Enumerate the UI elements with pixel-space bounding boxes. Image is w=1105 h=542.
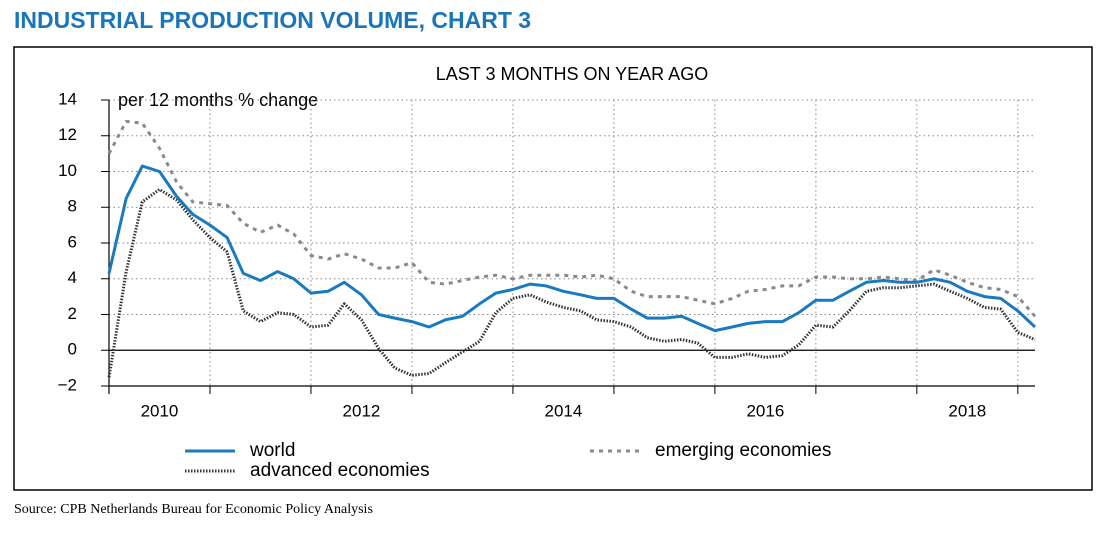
y-tick-label: 10: [58, 161, 77, 180]
legend-label: emerging economies: [655, 440, 831, 461]
y-tick-label: −2: [58, 375, 77, 394]
y-tick-label: 14: [58, 89, 77, 108]
series-line: [107, 164, 1037, 333]
legend-label: advanced economies: [250, 460, 430, 481]
x-tick-label: 2014: [545, 401, 583, 420]
y-tick-label: 6: [68, 232, 77, 251]
x-tick-label: 2010: [141, 401, 179, 420]
y-tick-label: 0: [68, 340, 77, 359]
y-tick-label: 12: [58, 125, 77, 144]
legend-label: world: [249, 440, 295, 461]
chart-title: INDUSTRIAL PRODUCTION VOLUME, CHART 3: [14, 7, 531, 33]
y-tick-label: 8: [68, 197, 77, 216]
chart-frame: [13, 46, 1093, 491]
x-tick-label: 2018: [948, 401, 986, 420]
y-tick-label: 2: [68, 304, 77, 323]
source-note: Source: CPB Netherlands Bureau for Econo…: [14, 502, 373, 517]
series-line: [107, 187, 1036, 378]
y-tick-label: 4: [68, 268, 77, 287]
x-tick-label: 2016: [746, 401, 784, 420]
series-line: [107, 119, 1037, 318]
chart-subtitle: LAST 3 MONTHS ON YEAR AGO: [436, 64, 708, 84]
x-tick-label: 2012: [343, 401, 381, 420]
